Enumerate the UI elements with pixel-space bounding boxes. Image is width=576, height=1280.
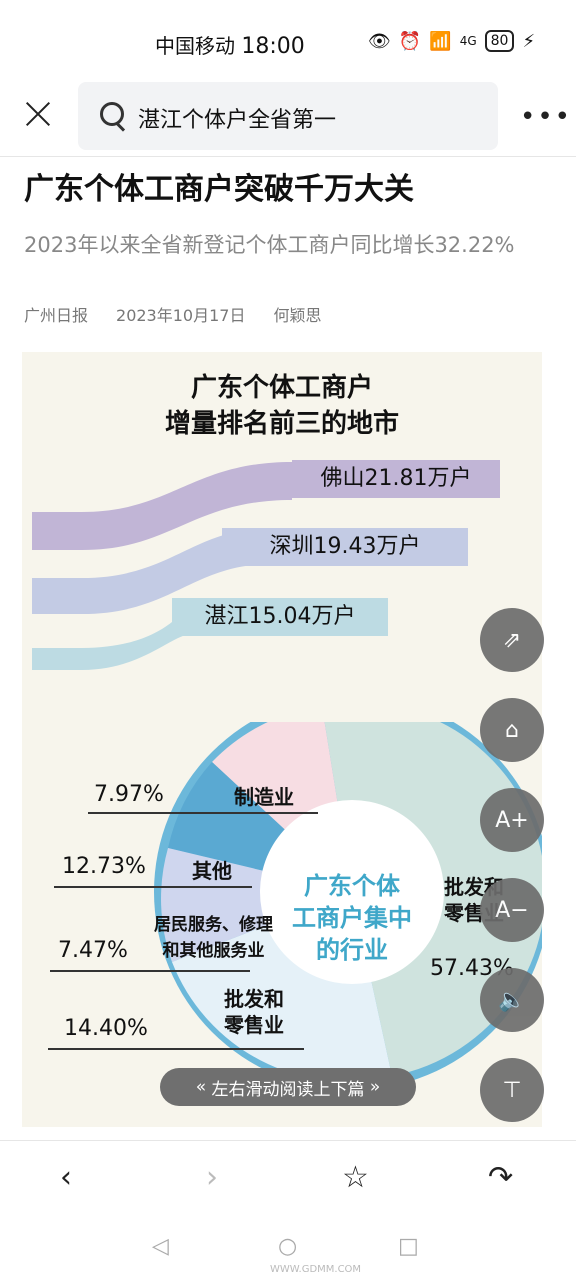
- close-icon[interactable]: [22, 98, 54, 130]
- underline-other: [54, 886, 252, 888]
- label-wholesale-14-line-1: 批发和: [224, 987, 284, 1011]
- battery-icon: 80: [484, 30, 515, 52]
- label-wholesale-14-line-2: 零售业: [224, 1013, 284, 1037]
- center-line-1: 广东个体: [304, 872, 400, 900]
- pct-other: 12.73%: [62, 854, 146, 879]
- pct-manufacturing: 7.97%: [94, 782, 164, 807]
- wifi-icon: 📶: [429, 30, 452, 52]
- search-bar[interactable]: 湛江个体户全省第一: [78, 82, 498, 150]
- status-bar: 中国移动 18:00 👁 ⏰ 📶 4G 80 ⚡: [0, 0, 576, 80]
- article-date: 2023年10月17日: [116, 306, 246, 325]
- alarm-icon: ⏰: [398, 30, 422, 52]
- label-other: 其他: [192, 859, 232, 883]
- heading-line-2: 增量排名前三的地市: [164, 409, 399, 439]
- carrier-time: 中国移动 18:00: [155, 30, 305, 59]
- label-services-line-2: 和其他服务业: [162, 941, 265, 961]
- bar-shenzhen: 深圳19.43万户: [222, 528, 468, 566]
- ribbon-foshan: [32, 462, 292, 550]
- label-manufacturing: 制造业: [234, 785, 294, 809]
- city-ribbons: [32, 462, 292, 670]
- article-title: 广东个体工商户突破千万大关: [24, 172, 414, 207]
- label-services: 居民服务、修理 和其他服务业: [154, 912, 273, 964]
- system-recent-icon[interactable]: □: [398, 1234, 419, 1259]
- bottom-divider: [0, 1140, 576, 1141]
- article-meta: 广州日报 2023年10月17日 何颖思: [24, 302, 321, 326]
- donut-hole: [260, 800, 444, 984]
- swipe-hint[interactable]: « 左右滑动阅读上下篇 »: [160, 1068, 416, 1106]
- back-to-top-icon[interactable]: ⊤: [480, 1058, 544, 1122]
- swipe-hint-text: 左右滑动阅读上下篇: [211, 1079, 365, 1100]
- top-bar: 湛江个体户全省第一 •••: [0, 80, 576, 152]
- divider: [0, 156, 576, 157]
- more-menu-icon[interactable]: •••: [520, 102, 573, 132]
- bar-foshan: 佛山21.81万户: [292, 460, 500, 498]
- double-right-icon: »: [364, 1077, 381, 1097]
- clock: 18:00: [241, 34, 305, 59]
- status-icons: 👁 ⏰ 📶 4G 80 ⚡: [368, 30, 535, 52]
- donut-center-title: 广东个体 工商户集中 的行业: [272, 870, 432, 966]
- label-wholesale-14: 批发和 零售业: [224, 986, 284, 1038]
- speaker-icon[interactable]: 🔈: [480, 968, 544, 1032]
- bar-zhanjiang: 湛江15.04万户: [172, 598, 388, 636]
- infographic-heading: 广东个体工商户 增量排名前三的地市: [22, 370, 542, 442]
- pct-services: 7.47%: [58, 938, 128, 963]
- watermark: WWW.GDMM.COM: [270, 1264, 362, 1275]
- share-forward-icon[interactable]: ↷: [488, 1160, 514, 1195]
- search-query[interactable]: 湛江个体户全省第一: [138, 108, 337, 133]
- label-services-line-1: 居民服务、修理: [154, 915, 273, 935]
- system-home-icon[interactable]: ○: [278, 1234, 298, 1259]
- ribbon-zhanjiang: [32, 598, 192, 670]
- font-decrease-button[interactable]: A−: [480, 878, 544, 942]
- system-nav-bar: ◁ ○ □ WWW.GDMM.COM: [0, 1220, 576, 1280]
- font-increase-button[interactable]: A+: [480, 788, 544, 852]
- infographic: 广东个体工商户 增量排名前三的地市 佛山21.81万户 深圳19.43万户 湛江…: [22, 352, 542, 1127]
- forward-icon[interactable]: ›: [206, 1160, 218, 1195]
- article-source[interactable]: 广州日报: [24, 306, 89, 325]
- share-icon[interactable]: ⇗: [480, 608, 544, 672]
- carrier-name: 中国移动: [155, 34, 235, 58]
- network-label: 4G: [459, 34, 477, 48]
- center-line-3: 的行业: [316, 936, 388, 964]
- system-back-icon[interactable]: ◁: [152, 1234, 169, 1259]
- pct-wholesale-14: 14.40%: [64, 1016, 148, 1041]
- article-author: 何颖思: [273, 306, 322, 325]
- back-icon[interactable]: ‹: [60, 1160, 72, 1195]
- charging-icon: ⚡: [522, 30, 536, 52]
- search-icon: [100, 102, 124, 126]
- home-icon[interactable]: ⌂: [480, 698, 544, 762]
- segment-services: [161, 848, 352, 962]
- underline-manufacturing: [88, 812, 318, 814]
- star-icon[interactable]: ☆: [342, 1160, 369, 1195]
- ribbon-shenzhen: [32, 528, 272, 614]
- heading-line-1: 广东个体工商户: [190, 373, 373, 403]
- underline-wholesale-14: [48, 1048, 304, 1050]
- center-line-2: 工商户集中: [292, 904, 412, 932]
- eye-icon: 👁: [368, 30, 391, 52]
- double-left-icon: «: [195, 1077, 212, 1097]
- article-subtitle: 2023年以来全省新登记个体工商户同比增长32.22%: [24, 233, 515, 257]
- underline-services: [50, 970, 250, 972]
